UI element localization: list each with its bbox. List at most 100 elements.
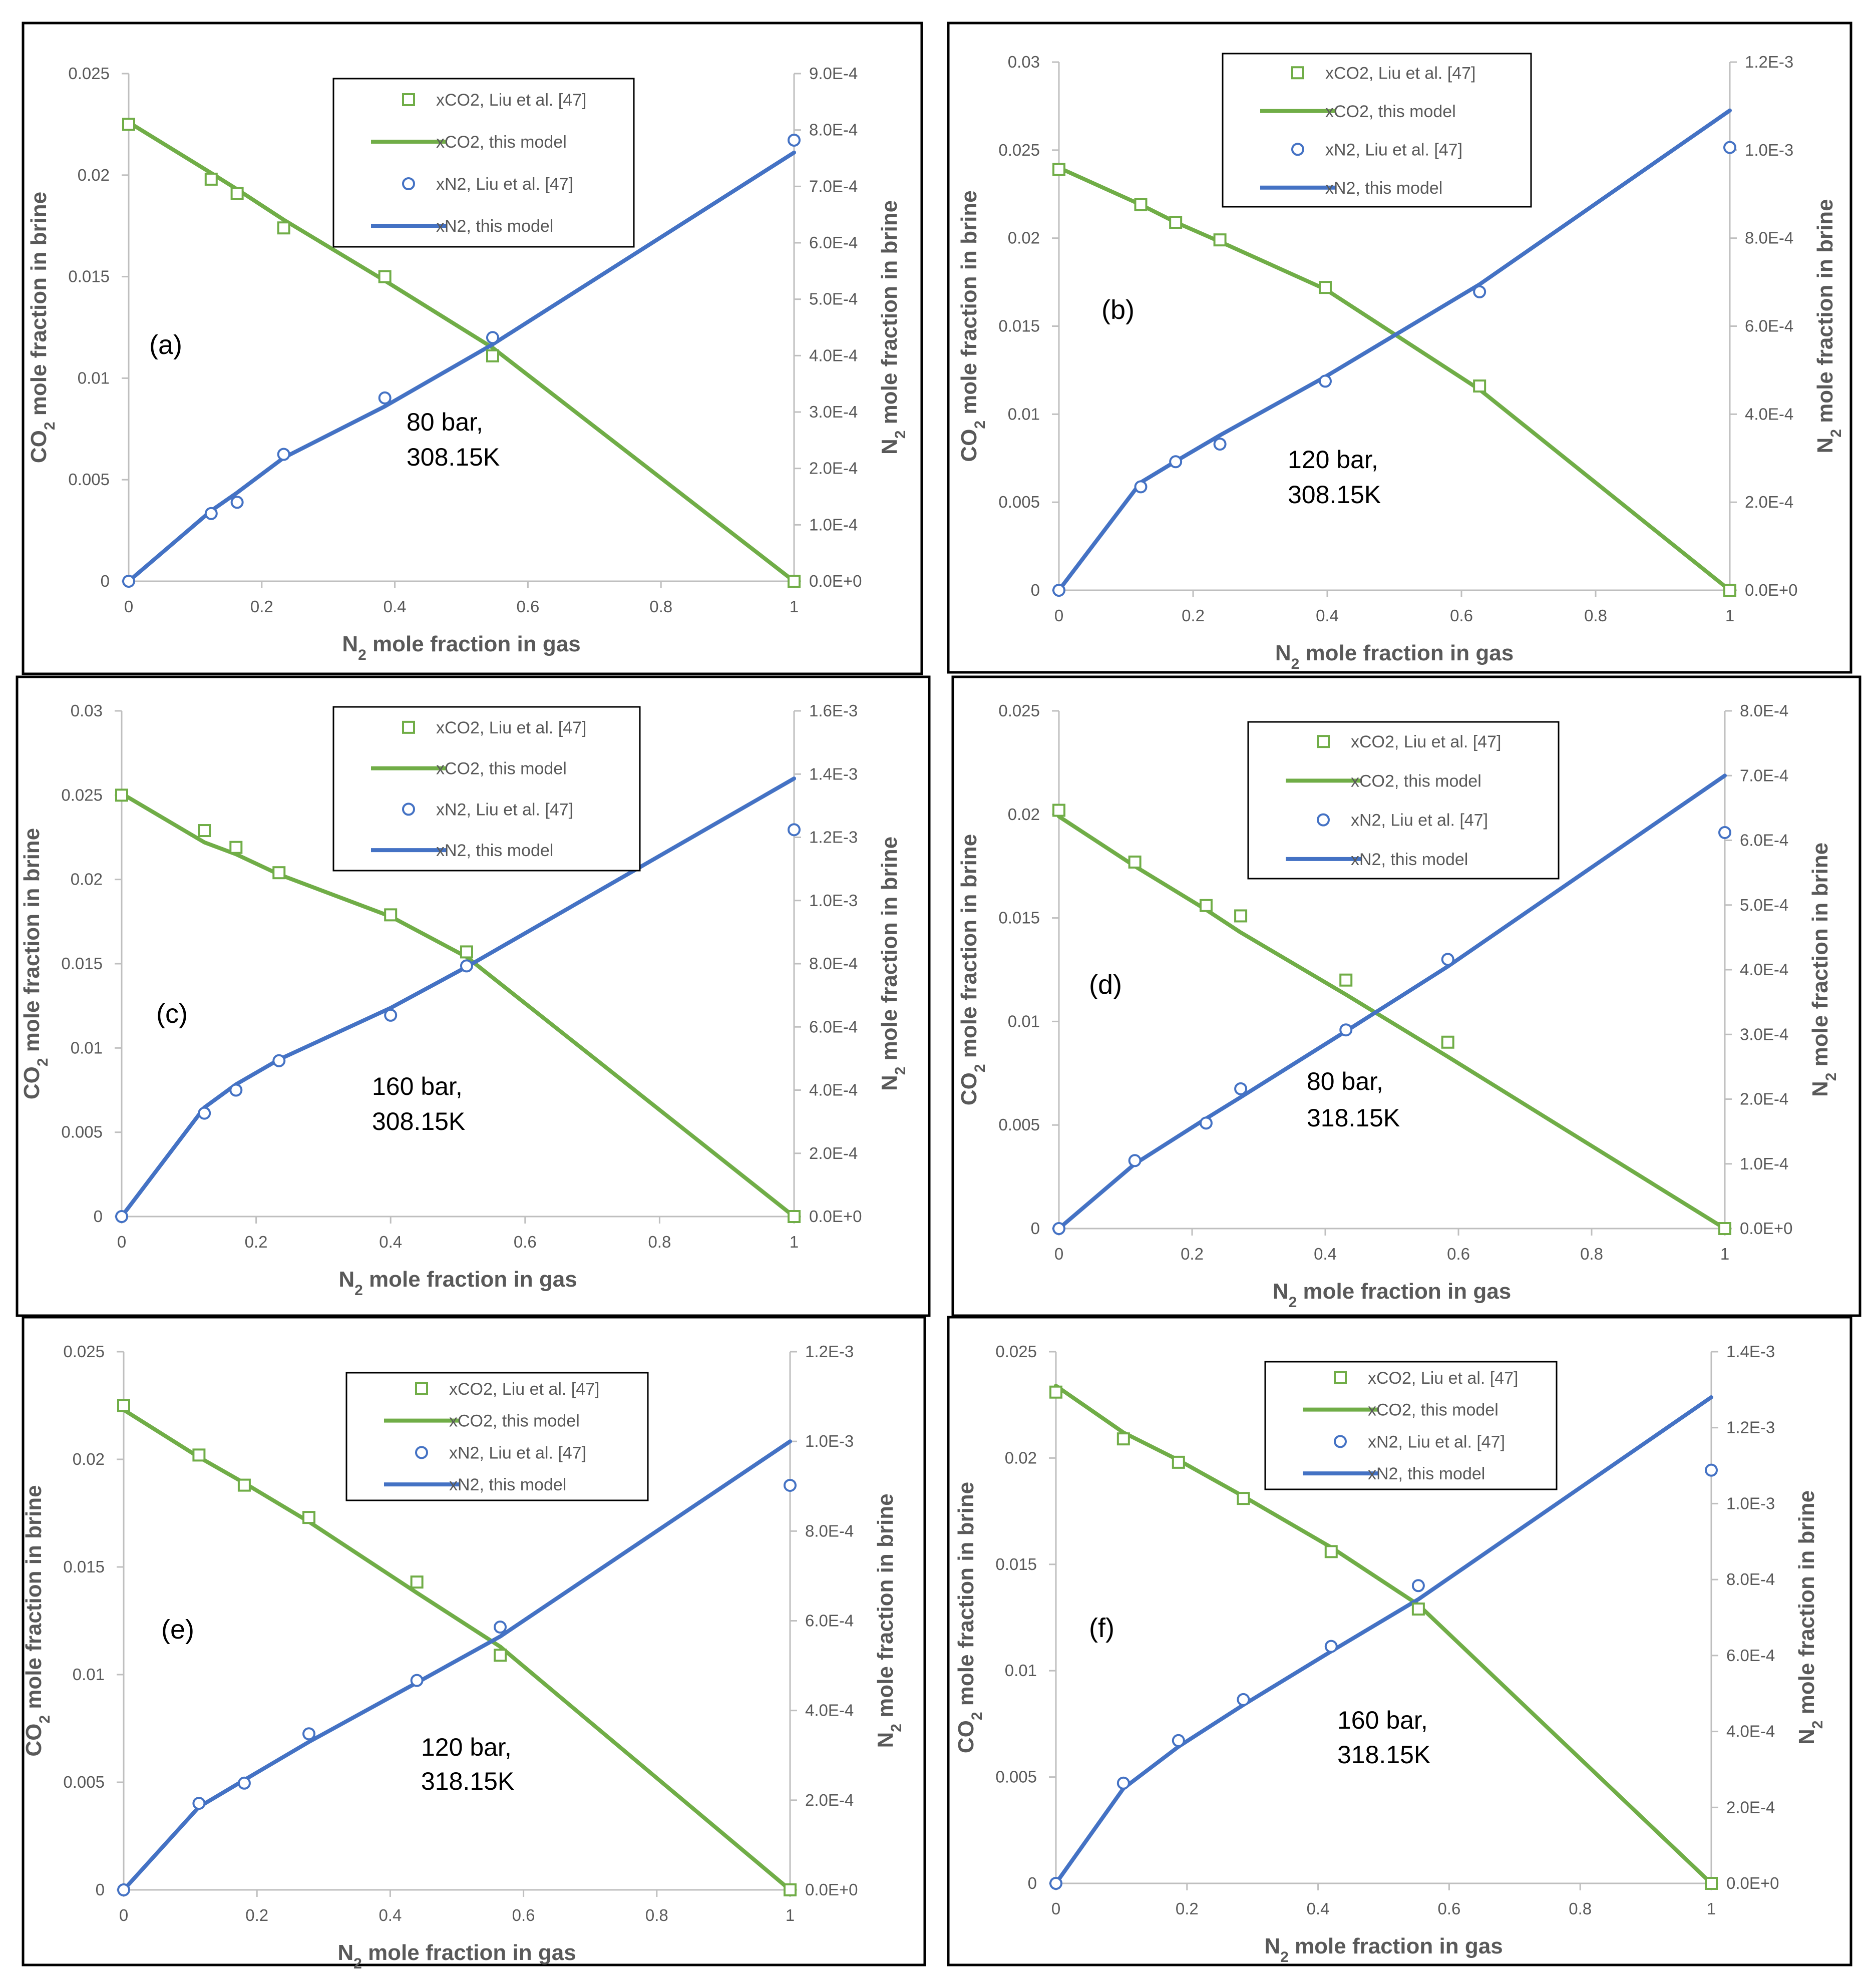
y-axis-title-part: CO <box>20 1066 44 1099</box>
x-axis-title-part: 2 <box>1289 1294 1297 1311</box>
y-tick-label: 0.02 <box>78 166 110 184</box>
y2-tick-label: 8.0E-4 <box>805 1521 854 1540</box>
x-axis-title-part: mole fraction in gas <box>1289 1934 1503 1958</box>
annotation-line-1: 120 bar, <box>421 1733 512 1761</box>
y-tick-label: 0.025 <box>998 141 1040 159</box>
xco2-data-point <box>230 187 244 200</box>
xn2-data-point <box>204 507 218 520</box>
y2-axis-title: N2 mole fraction in brine <box>877 200 909 455</box>
x-tick-label: 0.6 <box>1447 1245 1470 1263</box>
x-axis-title-part: mole fraction in gas <box>362 1940 576 1965</box>
xn2-data-point <box>1411 1579 1425 1593</box>
y-tick-label: 0.005 <box>68 470 110 489</box>
y2-tick-label: 4.0E-4 <box>805 1701 854 1720</box>
x-tick-label: 0.8 <box>645 1906 668 1924</box>
xn2-data-point <box>1718 826 1731 839</box>
y-axis-title-part: 2 <box>42 422 58 430</box>
legend-box <box>332 78 635 248</box>
xco2-data-point <box>410 1575 424 1589</box>
xco2-data-point <box>460 945 473 959</box>
y2-tick-label: 1.2E-3 <box>1745 53 1793 71</box>
y2-tick-label: 1.0E-3 <box>1745 141 1793 159</box>
xco2-data-point <box>115 788 128 802</box>
xco2-data-point <box>1213 233 1227 247</box>
xn2-data-point <box>1324 1640 1338 1653</box>
y-tick-label: 0 <box>1031 1219 1040 1238</box>
y-axis-title: CO2 mole fraction in brine <box>27 192 58 463</box>
xco2-data-point <box>1199 899 1213 912</box>
legend-label: xCO2, Liu et al. [47] <box>1368 1369 1519 1388</box>
y2-axis-title: N2 mole fraction in brine <box>1813 199 1844 453</box>
y2-tick-label: 2.0E-4 <box>1745 493 1793 511</box>
y-tick-label: 0.015 <box>995 1555 1037 1573</box>
xco2-data-point <box>788 1210 801 1223</box>
panel-frame <box>947 22 1852 674</box>
y-axis-title-part: CO <box>27 430 51 463</box>
xco2-data-point <box>1718 1222 1731 1235</box>
y2-tick-label: 1.0E-4 <box>809 515 858 534</box>
annotation-line-2: 308.15K <box>407 443 500 471</box>
legend-square-marker <box>402 93 415 106</box>
x-tick-label: 1 <box>1707 1899 1716 1918</box>
y2-tick-label: 1.0E-3 <box>805 1432 854 1450</box>
legend-square-marker <box>1317 735 1330 748</box>
x-axis-title-part: 2 <box>354 1282 363 1299</box>
xco2-data-point <box>494 1649 507 1662</box>
y2-tick-label: 6.0E-4 <box>1726 1646 1775 1665</box>
legend-label: xCO2, Liu et al. [47] <box>436 91 587 110</box>
annotation-line-2: 318.15K <box>421 1767 514 1795</box>
y2-axis-title-part: mole fraction in brine <box>873 1493 898 1724</box>
panel-b: 0 0.2 0.4 0.6 0.8 1 0 0.005 0.01 0.015 0.02 0.025 0.… <box>947 22 1852 674</box>
x-tick-label: 0.8 <box>1569 1899 1592 1918</box>
xn2-data-point <box>1723 141 1736 154</box>
xn2-data-point <box>272 1054 286 1067</box>
y-tick-label: 0.025 <box>998 701 1040 720</box>
x-tick-label: 0.8 <box>1584 606 1607 625</box>
xn2-data-point <box>378 391 392 405</box>
legend-box <box>345 1372 649 1501</box>
xn2-data-point <box>1169 455 1183 469</box>
x-axis-title-part: mole fraction in gas <box>363 1267 577 1292</box>
y2-tick-label: 0.0E+0 <box>1740 1219 1793 1238</box>
xn2-data-point <box>117 1883 130 1896</box>
y2-axis-title-part: 2 <box>892 431 909 439</box>
y2-tick-label: 6.0E-4 <box>809 233 858 252</box>
xco2-data-point <box>1128 855 1142 869</box>
xco2-data-point <box>1723 584 1736 597</box>
plot-area: 0 0.2 0.4 0.6 0.8 1 0 0.005 0.01 0.015 0.02 0.025 0.… <box>957 53 1844 672</box>
plot-area: 0 0.2 0.4 0.6 0.8 1 0 0.005 0.01 0.015 0.02 0.025 0.… <box>27 64 909 663</box>
y-tick-label: 0.015 <box>68 267 110 286</box>
y2-tick-label: 3.0E-4 <box>1740 1025 1788 1043</box>
legend-label: xCO2, Liu et al. [47] <box>1325 64 1476 83</box>
y2-tick-label: 4.0E-4 <box>809 346 858 364</box>
y2-axis-title: N2 mole fraction in brine <box>1794 1490 1826 1745</box>
legend-label: xN2, Liu et al. [47] <box>436 800 573 819</box>
x-tick-label: 0.2 <box>1176 1899 1199 1918</box>
y-axis-title-part: CO <box>957 429 981 462</box>
y-axis-title-part: 2 <box>969 1712 985 1720</box>
y-axis-title-part: CO <box>954 1720 978 1753</box>
y2-tick-label: 5.0E-4 <box>809 290 858 308</box>
legend-circle-marker <box>1317 813 1330 827</box>
legend-label: xN2, Liu et al. [47] <box>1351 811 1488 830</box>
x-axis-title: N2 mole fraction in gas <box>1275 641 1514 672</box>
y-axis-title-part: CO <box>22 1724 46 1757</box>
plot-area: 0 0.2 0.4 0.6 0.8 1 0 0.005 0.01 0.015 0.02 0.025 0.… <box>954 1342 1826 1965</box>
panel-label: (d) <box>1089 970 1122 1000</box>
panel-frame <box>16 675 931 1317</box>
x-axis-title: N2 mole fraction in gas <box>1273 1279 1511 1311</box>
x-tick-label: 0 <box>117 1233 126 1251</box>
y-axis-title: CO2 mole fraction in brine <box>957 190 988 462</box>
x-tick-label: 0.4 <box>1316 606 1339 625</box>
y2-tick-label: 8.0E-4 <box>1745 229 1793 247</box>
y2-axis-title-part: 2 <box>888 1724 905 1732</box>
x-tick-label: 0.4 <box>379 1233 402 1251</box>
y-tick-label: 0.025 <box>63 1342 105 1361</box>
y-axis-title-part: mole fraction in brine <box>957 190 981 421</box>
xco2-data-point <box>378 270 392 283</box>
y-tick-label: 0.02 <box>1008 229 1040 247</box>
xco2-data-point <box>272 866 286 880</box>
y2-tick-label: 4.0E-4 <box>809 1081 858 1099</box>
y2-tick-label: 0.0E+0 <box>809 1207 862 1226</box>
